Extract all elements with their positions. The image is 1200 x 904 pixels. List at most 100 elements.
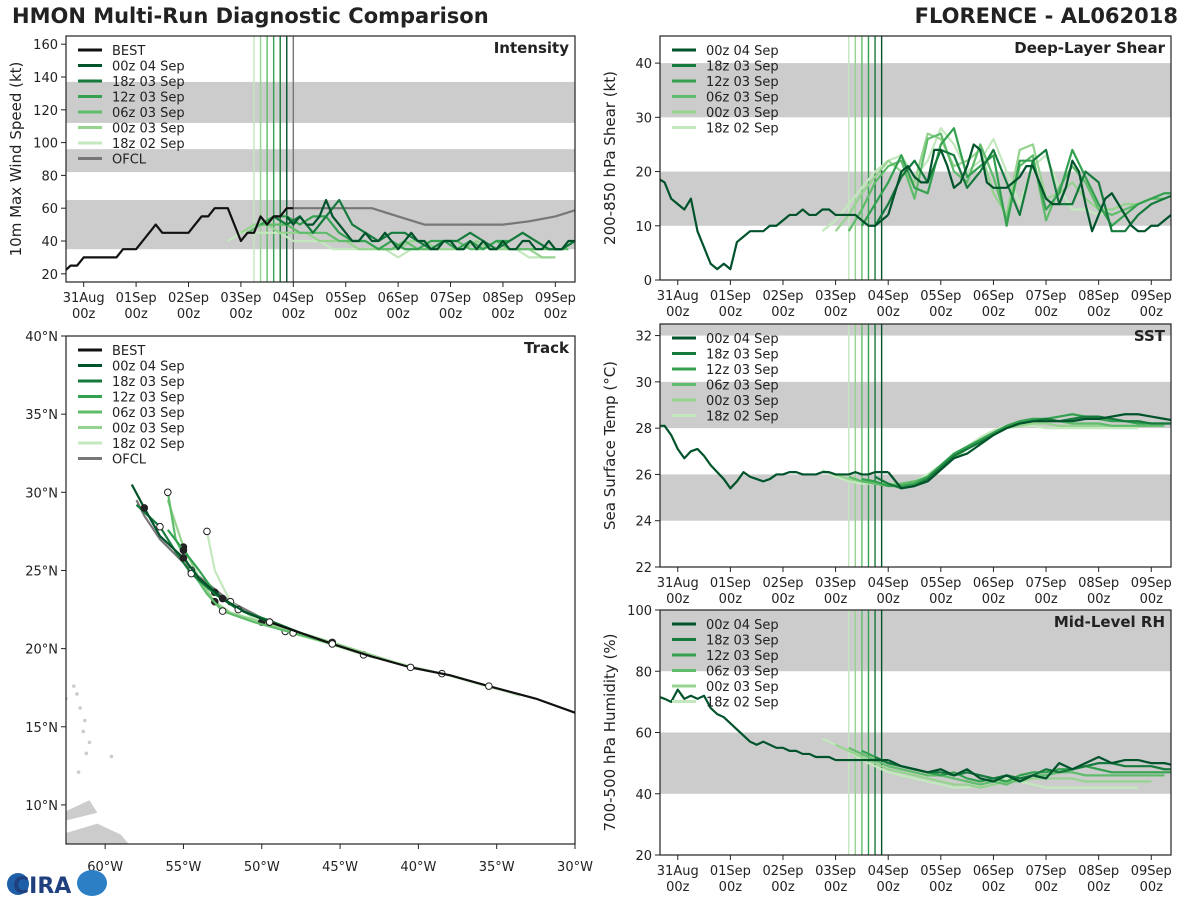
intensity-panel-title: Intensity (494, 39, 570, 57)
shear-ytick-label: 30 (635, 111, 652, 126)
track-xtick-label: 55°W (166, 860, 202, 875)
intensity-legend-label: 06z 03 Sep (112, 106, 185, 121)
rh-ytick-label: 60 (635, 727, 652, 742)
sst-xtick-label: 06Sep 00z (973, 576, 1014, 607)
rh-band (660, 610, 1171, 672)
track-xtick-label: 30°W (557, 860, 593, 875)
sst-xtick-label: 09Sep 00z (1131, 576, 1172, 607)
intensity-legend-label: 00z 03 Sep (112, 122, 185, 137)
rh-xtick-label: 07Sep 00z (1026, 864, 1067, 895)
shear-xtick-label: 02Sep 00z (762, 289, 803, 320)
intensity-legend-label: 18z 03 Sep (112, 75, 185, 90)
shear-panel-title: Deep-Layer Shear (1014, 39, 1165, 57)
sst-band (660, 324, 1171, 336)
track-position-marker (265, 618, 274, 626)
intensity-xtick-label: 31Aug 00z (63, 291, 105, 322)
shear-frame (659, 35, 1172, 281)
track-position-marker (203, 527, 211, 536)
sst-ytick-label: 22 (635, 561, 652, 576)
shear-legend-label: 18z 03 Sep (706, 60, 779, 75)
intensity-series-00z-04-sep (285, 198, 575, 251)
sst-ylabel: Sea Surface Temp (°C) (601, 361, 619, 530)
intensity-ytick-label: 140 (33, 71, 58, 86)
sst-ytick-label: 26 (635, 468, 652, 483)
intensity-band (66, 81, 575, 123)
intensity-ytick-label: 100 (33, 137, 58, 152)
rh-series-00z-04-sep (887, 755, 1171, 783)
intensity-legend-label: BEST (112, 44, 145, 59)
panel-intensity: 20 40 60 80 100 120 140 160 31Aug 00z 01Sep 00z 02Se… (7, 35, 576, 322)
intensity-ytick-label: 160 (33, 38, 58, 53)
track-series-00z-04-sep (130, 483, 271, 624)
rh-ytick-label: 80 (635, 665, 652, 680)
sst-xtick-label: 04Sep 00z (868, 576, 909, 607)
rh-legend-label: 06z 03 Sep (706, 665, 779, 680)
track-frame (65, 335, 576, 845)
shear-plot-area (660, 36, 1171, 280)
rh-xtick-label: 09Sep 00z (1131, 864, 1172, 895)
logo-globe-icon (7, 873, 29, 895)
track-ytick-label: 10°N (25, 799, 58, 814)
intensity-legend-label: 12z 03 Sep (112, 91, 185, 106)
track-series-ofcl (135, 499, 271, 624)
shear-xtick-label: 08Sep 00z (1078, 289, 1119, 320)
track-legend-label: 00z 03 Sep (112, 422, 185, 437)
island (75, 692, 79, 696)
shear-ytick-label: 40 (635, 57, 652, 72)
track-series-12z-03-sep (166, 529, 333, 645)
intensity-frame (65, 35, 576, 283)
shear-ytick-label: 0 (644, 274, 652, 289)
track-position-marker (328, 640, 337, 648)
intensity-legend-label: 00z 04 Sep (112, 60, 185, 75)
intensity-series-best (66, 207, 294, 272)
sst-frame (659, 323, 1172, 568)
island (82, 718, 87, 723)
shear-series-18z-02-sep (821, 127, 1139, 233)
sst-ytick-label: 32 (635, 330, 652, 345)
track-ytick-label: 15°N (25, 721, 58, 736)
intensity-ylabel: 10m Max Wind Speed (kt) (7, 62, 25, 257)
track-xtick-label: 50°W (244, 860, 280, 875)
sst-panel-title: SST (1134, 327, 1166, 345)
land-mass (66, 800, 98, 821)
track-ytick-label: 40°N (25, 330, 58, 345)
intensity-xtick-label: 07Sep 00z (430, 291, 471, 322)
intensity-xtick-label: 09Sep 00z (535, 291, 576, 322)
track-legend-label: 18z 03 Sep (112, 375, 185, 390)
track-position-marker (140, 504, 149, 512)
track-position-marker (406, 663, 415, 672)
track-xtick-label: 45°W (322, 860, 358, 875)
track-legend-label: 18z 02 Sep (112, 437, 185, 452)
sst-xtick-label: 31Aug 00z (657, 576, 699, 607)
track-position-marker (179, 554, 188, 562)
shear-xtick-label: 01Sep 00z (710, 289, 751, 320)
rh-legend-label: 00z 03 Sep (706, 680, 779, 695)
intensity-series-06z-03-sep (246, 223, 569, 251)
sst-plot-area (660, 324, 1171, 567)
island (81, 729, 86, 734)
rh-series-00z-03-sep (835, 743, 1152, 789)
shear-xtick-label: 06Sep 00z (973, 289, 1014, 320)
sst-xtick-label: 03Sep 00z (815, 576, 856, 607)
panel-track: 10°N15°N20°N25°N30°N35°N40°N60°W 55°W 50°W… (25, 330, 593, 875)
sst-legend-label: 00z 03 Sep (706, 394, 779, 409)
rh-plot-area (660, 610, 1171, 855)
logo-wordmark: CIRA (13, 874, 71, 899)
sst-series-00z-04-sep (887, 413, 1171, 490)
shear-xtick-label: 04Sep 00z (868, 289, 909, 320)
intensity-plot-area (66, 36, 575, 282)
shear-xtick-label: 31Aug 00z (657, 289, 699, 320)
intensity-ytick-label: 80 (41, 169, 58, 184)
land-mass (66, 823, 129, 844)
track-xtick-label: 35°W (479, 860, 515, 875)
sst-xtick-label: 05Sep 00z (920, 576, 961, 607)
sst-ytick-label: 30 (635, 376, 652, 391)
sst-xtick-label: 02Sep 00z (762, 576, 803, 607)
cira-logo: CIRA (4, 866, 114, 904)
track-ytick-label: 25°N (25, 564, 58, 579)
track-xtick-label: 40°W (400, 860, 436, 875)
rh-xtick-label: 01Sep 00z (710, 864, 751, 895)
figure-title: HMON Multi-Run Diagnostic Comparison (12, 4, 489, 28)
shear-ytick-label: 20 (635, 166, 652, 181)
